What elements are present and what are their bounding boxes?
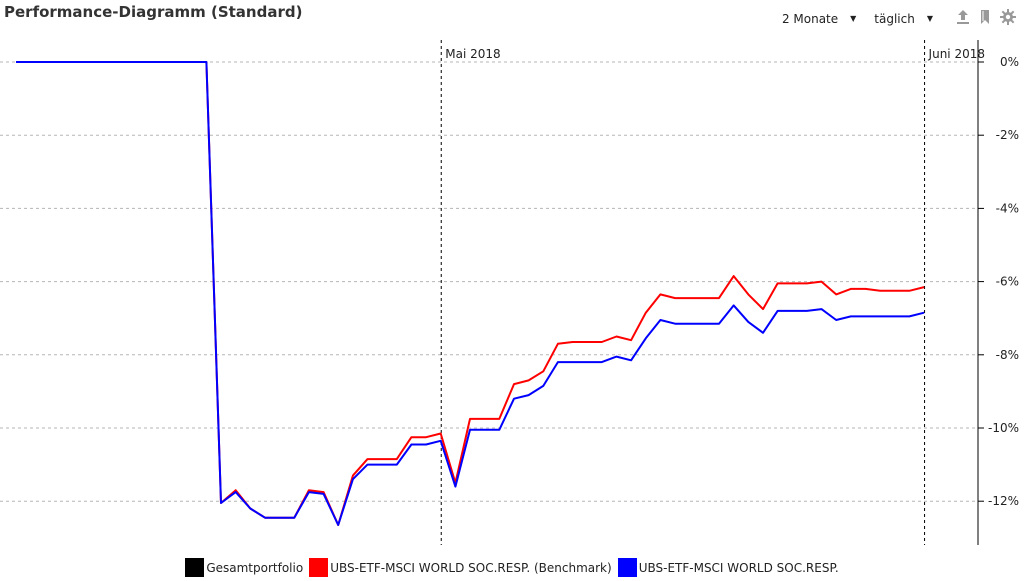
bookmark-icon[interactable] — [979, 9, 991, 28]
legend-label: UBS-ETF-MSCI WORLD SOC.RESP. — [638, 560, 839, 575]
month-markers: Mai 2018 Juni 2018 — [440, 40, 985, 545]
legend-label: UBS-ETF-MSCI WORLD SOC.RESP. (Benchmark) — [330, 560, 612, 575]
interval-select[interactable]: täglich ▼ — [874, 12, 933, 26]
legend-swatch — [185, 558, 205, 577]
y-tick-label: -4% — [996, 201, 1019, 215]
y-tick-label: -10% — [988, 421, 1019, 435]
performance-chart: Mai 2018 Juni 2018 0% -2% -4% -6% -8% -10% -12% — [0, 40, 1019, 545]
legend-swatch — [309, 558, 329, 577]
y-tick-label: -12% — [988, 494, 1019, 508]
chart-gridlines — [0, 61, 978, 502]
export-icon[interactable] — [956, 9, 970, 28]
y-tick-label: -6% — [996, 275, 1019, 289]
y-tick-label: -2% — [996, 128, 1019, 142]
legend-item[interactable]: UBS-ETF-MSCI WORLD SOC.RESP. (Benchmark) — [309, 558, 612, 577]
legend-label: Gesamtportfolio — [206, 560, 304, 575]
chart-controls: 2 Monate ▼ täglich ▼ — [764, 9, 1016, 28]
gear-icon[interactable] — [1000, 9, 1016, 28]
y-tick-label: -8% — [996, 348, 1019, 362]
page-title: Performance-Diagramm (Standard) — [4, 3, 303, 21]
chart-series — [16, 61, 925, 526]
series-line-0000ff — [16, 61, 925, 526]
month-marker-label: Juni 2018 — [928, 47, 985, 61]
legend-swatch — [617, 558, 637, 577]
month-marker-label: Mai 2018 — [445, 47, 500, 61]
range-select-label: 2 Monate — [781, 11, 839, 26]
chevron-down-icon: ▼ — [850, 14, 857, 23]
y-axis-ticks: 0% -2% -4% -6% -8% -10% -12% — [978, 55, 1019, 508]
chart-legend: Gesamtportfolio UBS-ETF-MSCI WORLD SOC.RE… — [0, 558, 1024, 577]
chevron-down-icon: ▼ — [926, 14, 933, 23]
series-line-ff0000 — [16, 61, 925, 526]
legend-item[interactable]: UBS-ETF-MSCI WORLD SOC.RESP. — [617, 558, 839, 577]
interval-select-label: täglich — [874, 11, 915, 26]
legend-item[interactable]: Gesamtportfolio — [185, 558, 303, 577]
range-select[interactable]: 2 Monate ▼ — [782, 12, 856, 26]
y-tick-label: 0% — [1000, 55, 1019, 69]
